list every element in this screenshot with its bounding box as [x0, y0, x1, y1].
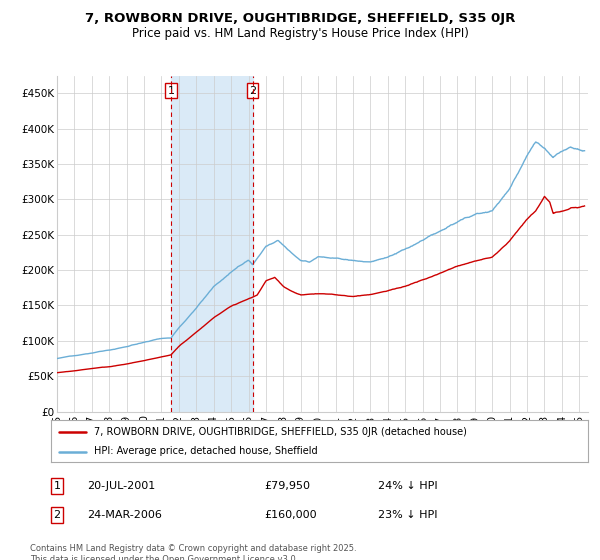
Text: 24% ↓ HPI: 24% ↓ HPI	[378, 481, 437, 491]
Bar	[171, 76, 253, 412]
Text: 23% ↓ HPI: 23% ↓ HPI	[378, 510, 437, 520]
Text: HPI: Average price, detached house, Sheffield: HPI: Average price, detached house, Shef…	[94, 446, 317, 456]
Text: 2: 2	[53, 510, 61, 520]
Text: 20-JUL-2001: 20-JUL-2001	[87, 481, 155, 491]
Text: £160,000: £160,000	[264, 510, 317, 520]
Text: 1: 1	[53, 481, 61, 491]
Text: 2: 2	[249, 86, 256, 96]
Text: 7, ROWBORN DRIVE, OUGHTIBRIDGE, SHEFFIELD, S35 0JR (detached house): 7, ROWBORN DRIVE, OUGHTIBRIDGE, SHEFFIEL…	[94, 427, 467, 437]
Text: 1: 1	[167, 86, 175, 96]
Text: Price paid vs. HM Land Registry's House Price Index (HPI): Price paid vs. HM Land Registry's House …	[131, 27, 469, 40]
Text: Contains HM Land Registry data © Crown copyright and database right 2025.
This d: Contains HM Land Registry data © Crown c…	[30, 544, 356, 560]
Text: £79,950: £79,950	[264, 481, 310, 491]
Text: 24-MAR-2006: 24-MAR-2006	[87, 510, 162, 520]
Text: 7, ROWBORN DRIVE, OUGHTIBRIDGE, SHEFFIELD, S35 0JR: 7, ROWBORN DRIVE, OUGHTIBRIDGE, SHEFFIEL…	[85, 12, 515, 25]
